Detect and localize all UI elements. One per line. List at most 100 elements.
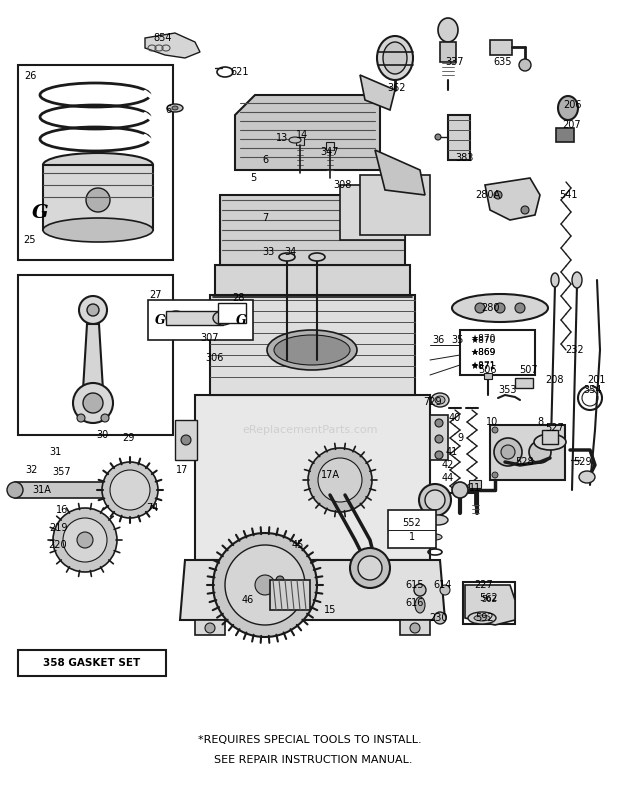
Bar [360, 175, 430, 235]
Ellipse shape [77, 532, 93, 548]
Ellipse shape [308, 448, 372, 512]
Text: 206: 206 [563, 100, 582, 110]
Text: 26: 26 [24, 71, 36, 81]
Ellipse shape [101, 414, 109, 422]
Text: 34: 34 [284, 247, 296, 257]
Bar [490, 40, 512, 55]
Text: 337: 337 [446, 57, 464, 67]
Ellipse shape [7, 482, 23, 498]
Text: 507: 507 [519, 365, 538, 375]
Text: ★870: ★870 [471, 333, 495, 343]
Bar [484, 373, 492, 379]
Text: 28: 28 [232, 293, 244, 303]
Ellipse shape [495, 303, 505, 313]
Ellipse shape [172, 106, 178, 110]
Ellipse shape [425, 490, 445, 510]
Text: 33: 33 [262, 247, 274, 257]
Ellipse shape [86, 188, 110, 212]
Ellipse shape [410, 623, 420, 633]
Polygon shape [235, 95, 380, 170]
Text: 30: 30 [96, 430, 108, 440]
Text: 1: 1 [409, 532, 415, 542]
Text: 592: 592 [476, 613, 494, 623]
Text: 11: 11 [469, 483, 481, 493]
Text: G: G [154, 313, 166, 327]
Text: 42: 42 [442, 460, 454, 470]
Ellipse shape [255, 575, 275, 595]
Ellipse shape [435, 134, 441, 140]
Ellipse shape [551, 273, 559, 287]
Text: 354: 354 [584, 385, 602, 395]
Text: 36: 36 [432, 335, 444, 345]
Bar [148, 300, 253, 340]
Text: 562: 562 [479, 593, 497, 603]
Ellipse shape [358, 556, 382, 580]
Text: 27: 27 [149, 290, 161, 300]
Bar [430, 415, 448, 460]
Ellipse shape [428, 534, 442, 540]
Ellipse shape [276, 576, 284, 584]
Text: 528: 528 [516, 457, 534, 467]
Ellipse shape [519, 59, 531, 71]
Bar [556, 128, 574, 142]
Text: ★870: ★870 [470, 336, 495, 344]
Polygon shape [145, 33, 200, 58]
Text: 635: 635 [494, 57, 512, 67]
Ellipse shape [558, 96, 578, 120]
Ellipse shape [166, 311, 186, 325]
Text: 854: 854 [154, 33, 172, 43]
Bar [270, 580, 310, 610]
Ellipse shape [213, 533, 317, 637]
Ellipse shape [267, 330, 357, 370]
Text: 616: 616 [406, 598, 424, 608]
Ellipse shape [501, 445, 515, 459]
Text: 6: 6 [262, 155, 268, 165]
Ellipse shape [102, 462, 158, 518]
Ellipse shape [167, 104, 183, 112]
Text: 31: 31 [49, 447, 61, 457]
Text: 227: 227 [475, 580, 494, 590]
Polygon shape [375, 150, 425, 195]
Text: ★871: ★871 [471, 361, 495, 371]
Ellipse shape [534, 434, 566, 450]
Text: 358 GASKET SET: 358 GASKET SET [43, 658, 141, 668]
Text: 9: 9 [457, 433, 463, 443]
Ellipse shape [435, 419, 443, 427]
Ellipse shape [475, 303, 485, 313]
Ellipse shape [474, 615, 490, 621]
Ellipse shape [428, 515, 448, 525]
Text: 13: 13 [276, 133, 288, 143]
Bar [469, 480, 481, 488]
Text: 552: 552 [402, 518, 422, 528]
Bar [515, 378, 533, 388]
Text: 230: 230 [429, 613, 447, 623]
Bar [326, 142, 334, 150]
Polygon shape [166, 311, 223, 325]
Text: 306: 306 [206, 353, 224, 363]
Text: ★871: ★871 [470, 360, 495, 369]
Ellipse shape [440, 585, 450, 595]
Ellipse shape [579, 471, 595, 483]
Ellipse shape [43, 153, 153, 177]
Polygon shape [180, 560, 445, 620]
Bar [340, 185, 405, 240]
Ellipse shape [431, 393, 449, 407]
Ellipse shape [309, 253, 325, 261]
Ellipse shape [572, 272, 582, 288]
Text: 506: 506 [478, 365, 496, 375]
Bar [18, 65, 173, 260]
Text: G: G [236, 313, 246, 327]
Text: 6: 6 [165, 105, 171, 115]
Polygon shape [220, 195, 405, 265]
Bar [18, 275, 173, 435]
Text: 347: 347 [321, 147, 339, 157]
Text: 220: 220 [49, 540, 68, 550]
Polygon shape [83, 324, 103, 390]
Text: 307: 307 [201, 333, 219, 343]
Text: 208: 208 [546, 375, 564, 385]
Ellipse shape [53, 508, 117, 572]
Bar [490, 425, 565, 480]
Ellipse shape [110, 470, 150, 510]
Text: 32: 32 [26, 465, 38, 475]
Ellipse shape [452, 294, 548, 322]
